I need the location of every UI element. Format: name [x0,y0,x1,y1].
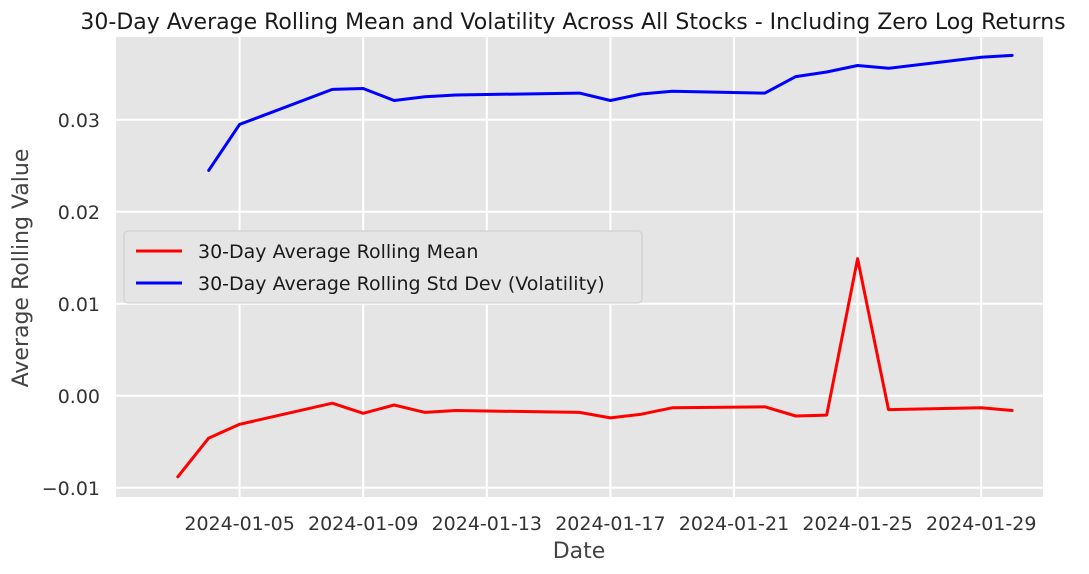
x-tick-label: 2024-01-09 [308,513,418,535]
legend-box [123,230,643,304]
y-axis-label: Average Rolling Value [9,149,34,388]
legend-label-1: 30-Day Average Rolling Std Dev (Volatili… [198,273,605,295]
x-axis-ticks: 2024-01-05 2024-01-09 2024-01-13 2024-01-17… [184,513,1036,535]
series-layer [176,53,1014,479]
series-line-1 [207,53,1014,172]
y-tick-label: 0.03 [58,110,100,132]
legend-label-0: 30-Day Average Rolling Mean [198,241,478,263]
x-axis-label: Date [553,539,606,564]
x-tick-label: 2024-01-29 [926,513,1036,535]
x-tick-label: 2024-01-13 [432,513,542,535]
series-line-0 [176,257,1014,479]
x-tick-label: 2024-01-17 [555,513,665,535]
x-tick-label: 2024-01-25 [802,513,912,535]
y-tick-label: 0.00 [58,386,100,408]
y-tick-label: 0.02 [58,202,100,224]
y-axis-ticks: −0.01 0.00 0.01 0.02 0.03 [42,110,100,500]
legend: 30-Day Average Rolling Mean 30-Day Averag… [123,230,643,304]
chart-title: 30-Day Average Rolling Mean and Volatili… [80,10,1065,35]
y-tick-label: −0.01 [42,478,100,500]
x-tick-label: 2024-01-21 [679,513,789,535]
y-tick-label: 0.01 [58,294,100,316]
x-tick-label: 2024-01-05 [184,513,294,535]
